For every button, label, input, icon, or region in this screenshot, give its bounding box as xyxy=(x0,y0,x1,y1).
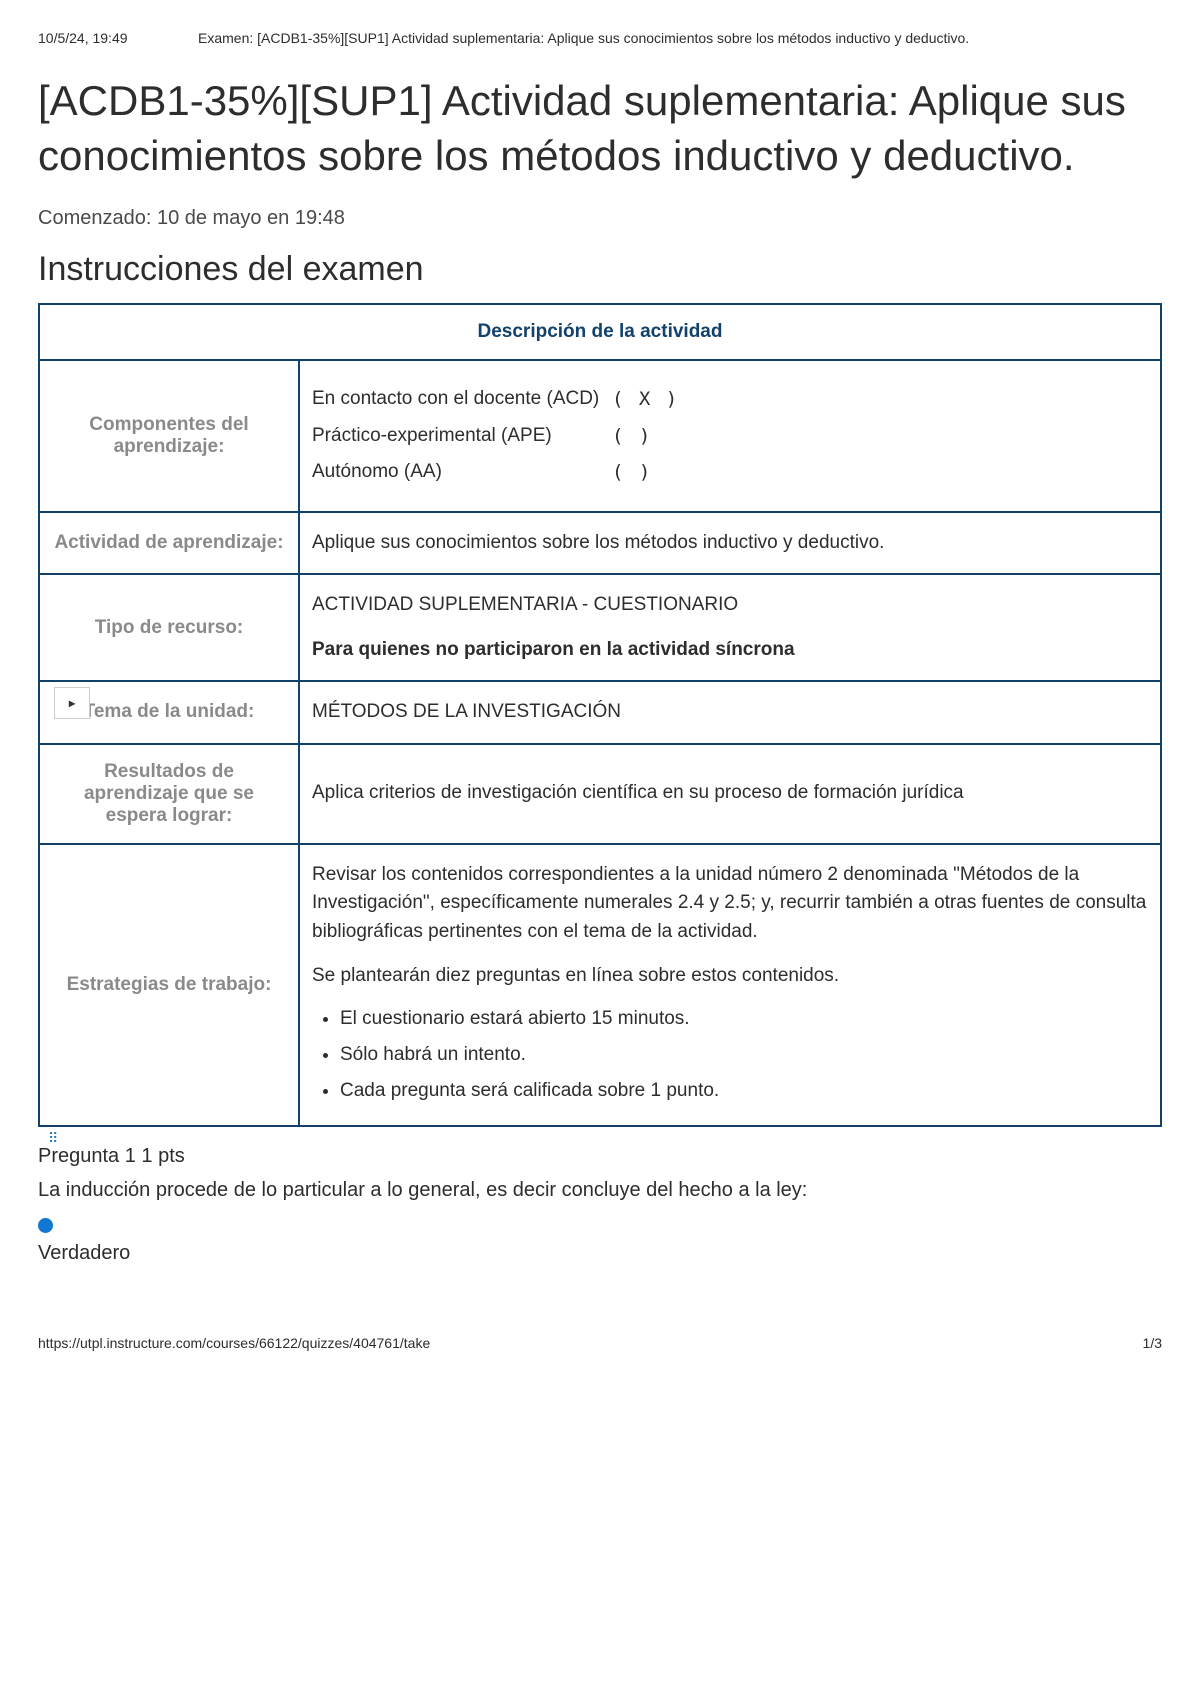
print-header: 10/5/24, 19:49 Examen: [ACDB1-35%][SUP1]… xyxy=(38,30,1162,46)
table-row-componentes: Componentes del aprendizaje: En contacto… xyxy=(39,360,1161,512)
answer-label: Verdadero xyxy=(38,1242,1162,1265)
answer-option[interactable] xyxy=(38,1218,1162,1240)
table-header: Descripción de la actividad xyxy=(39,304,1161,360)
table-row-estrategias: Estrategias de trabajo: Revisar los cont… xyxy=(39,844,1161,1126)
row-value: Aplique sus conocimientos sobre los méto… xyxy=(299,512,1161,575)
print-footer: https://utpl.instructure.com/courses/661… xyxy=(38,1335,1162,1351)
question-header: Pregunta 1 1 pts xyxy=(38,1145,1162,1168)
component-mark: ( X ) xyxy=(612,385,679,414)
row-label: Resultados de aprendizaje que se espera … xyxy=(39,744,299,844)
row-label: ▸ Tema de la unidad: xyxy=(39,681,299,744)
estrategias-para1: Revisar los contenidos correspondientes … xyxy=(312,861,1148,947)
list-item: Cada pregunta será calificada sobre 1 pu… xyxy=(340,1073,1148,1109)
activity-description-table: Descripción de la actividad Componentes … xyxy=(38,303,1162,1127)
table-row-actividad: Actividad de aprendizaje: Aplique sus co… xyxy=(39,512,1161,575)
question-text: La inducción procede de lo particular a … xyxy=(38,1176,1162,1204)
estrategias-para2: Se plantearán diez preguntas en línea so… xyxy=(312,962,1148,991)
row-value: ACTIVIDAD SUPLEMENTARIA - CUESTIONARIO P… xyxy=(299,574,1161,681)
row-value: Aplica criterios de investigación cientí… xyxy=(299,744,1161,844)
instructions-heading: Instrucciones del examen xyxy=(38,250,1162,289)
tema-label-text: Tema de la unidad: xyxy=(84,701,255,722)
footer-page: 1/3 xyxy=(1143,1335,1162,1351)
row-label: Tipo de recurso: xyxy=(39,574,299,681)
radio-selected-icon[interactable] xyxy=(38,1218,53,1233)
component-mark: ( ) xyxy=(612,458,652,487)
tipo-line1: ACTIVIDAD SUPLEMENTARIA - CUESTIONARIO xyxy=(312,591,1148,620)
table-row-resultados: Resultados de aprendizaje que se espera … xyxy=(39,744,1161,844)
tipo-line2: Para quienes no participaron en la activ… xyxy=(312,636,1148,665)
row-value: MÉTODOS DE LA INVESTIGACIÓN xyxy=(299,681,1161,744)
list-item: El cuestionario estará abierto 15 minuto… xyxy=(340,1001,1148,1037)
row-label: Componentes del aprendizaje: xyxy=(39,360,299,512)
expand-toggle-button[interactable]: ▸ xyxy=(54,687,90,719)
table-row-tipo: Tipo de recurso: ACTIVIDAD SUPLEMENTARIA… xyxy=(39,574,1161,681)
row-value: Revisar los contenidos correspondientes … xyxy=(299,844,1161,1126)
print-timestamp: 10/5/24, 19:49 xyxy=(38,30,198,46)
list-item: Sólo habrá un intento. xyxy=(340,1037,1148,1073)
component-name: Práctico-experimental (APE) xyxy=(312,422,612,451)
estrategias-bullets: El cuestionario estará abierto 15 minuto… xyxy=(340,1001,1148,1109)
table-row-tema: ▸ Tema de la unidad: MÉTODOS DE LA INVES… xyxy=(39,681,1161,744)
page-title: [ACDB1-35%][SUP1] Actividad suplementari… xyxy=(38,74,1162,183)
print-title: Examen: [ACDB1-35%][SUP1] Actividad supl… xyxy=(198,30,1162,46)
component-name: Autónomo (AA) xyxy=(312,458,612,487)
drag-handle-icon[interactable]: ⠿ xyxy=(48,1135,68,1141)
row-label: Estrategias de trabajo: xyxy=(39,844,299,1126)
row-label: Actividad de aprendizaje: xyxy=(39,512,299,575)
started-at: Comenzado: 10 de mayo en 19:48 xyxy=(38,207,1162,230)
component-name: En contacto con el docente (ACD) xyxy=(312,385,612,414)
component-mark: ( ) xyxy=(612,422,652,451)
row-value: En contacto con el docente (ACD) ( X ) P… xyxy=(299,360,1161,512)
footer-url: https://utpl.instructure.com/courses/661… xyxy=(38,1335,430,1351)
